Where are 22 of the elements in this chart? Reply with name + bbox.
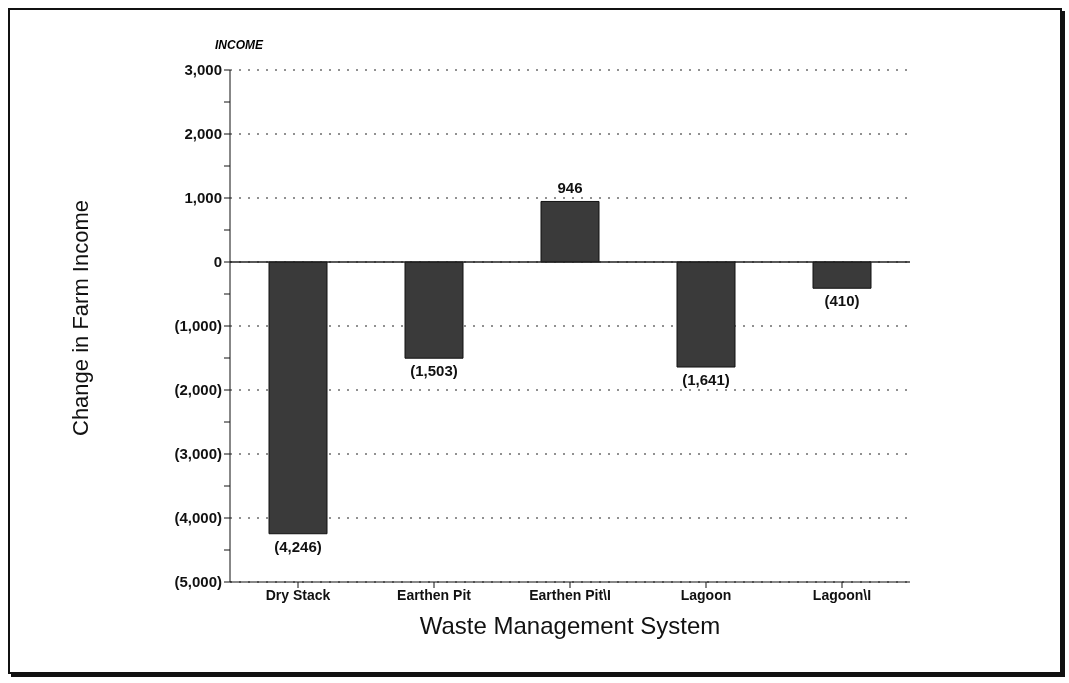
y-tick-label: 3,000 — [184, 61, 222, 79]
data-label: (1,641) — [682, 371, 730, 389]
y-tick-label: (4,000) — [174, 509, 222, 527]
y-tick-label: 1,000 — [184, 189, 222, 207]
x-tick-label: Earthen Pit — [397, 586, 472, 603]
chart-title: INCOME — [215, 38, 263, 52]
y-tick-label: (1,000) — [174, 317, 222, 335]
data-label: 946 — [557, 179, 583, 197]
data-label: (1,503) — [410, 362, 458, 380]
x-tick-label: Lagoon — [680, 586, 732, 603]
y-tick-label: 0 — [213, 253, 222, 271]
x-tick-label: Lagoon\I — [812, 586, 872, 603]
x-tick-label: Dry Stack — [265, 586, 331, 603]
y-tick-label: (5,000) — [174, 573, 222, 591]
y-tick-label: 2,000 — [184, 125, 222, 143]
y-axis-title: Change in Farm Income — [67, 200, 93, 436]
y-tick-label: (2,000) — [174, 381, 222, 399]
data-label: (4,246) — [274, 537, 322, 555]
x-axis-title: Waste Management System — [419, 612, 721, 639]
data-label: (410) — [824, 292, 860, 310]
x-tick-label: Earthen Pit\I — [529, 586, 611, 603]
y-tick-label: (3,000) — [174, 445, 222, 463]
